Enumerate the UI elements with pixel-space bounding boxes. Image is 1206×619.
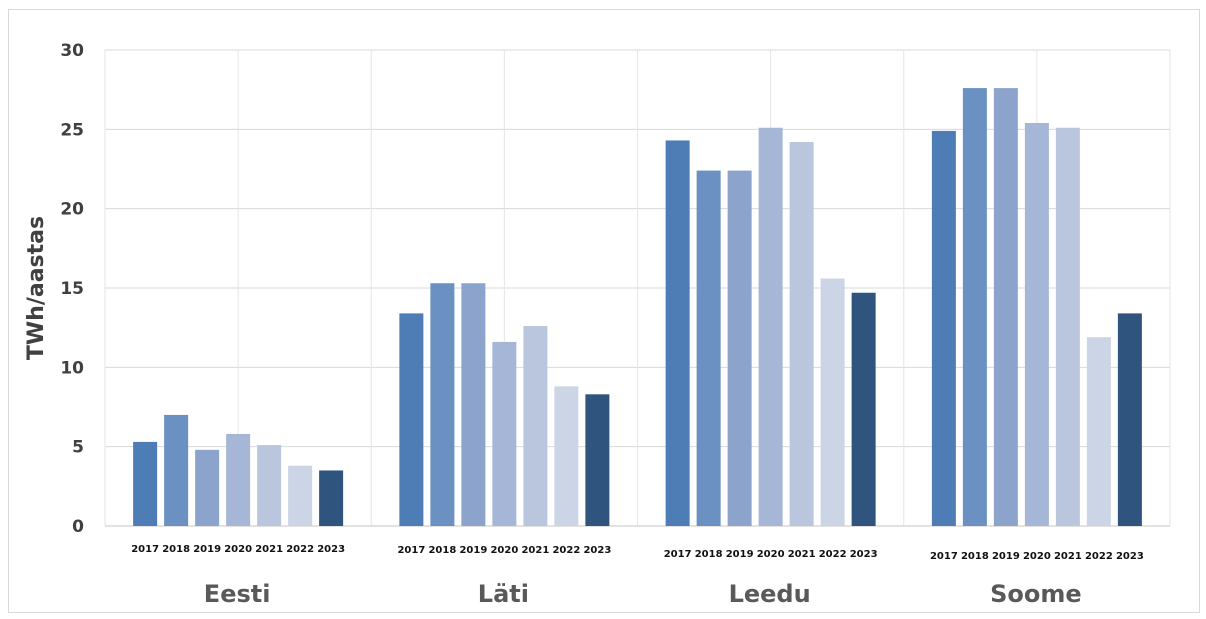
year-label: 2023 [850,549,878,560]
y-axis-title: TWh/aastas [24,216,49,360]
year-label: 2018 [695,549,723,560]
year-label: 2020 [224,544,252,555]
year-label: 2022 [286,544,314,555]
bar-soome-2021 [1055,127,1080,526]
bar-soome-2017 [931,130,956,527]
year-label: 2021 [1054,551,1082,562]
y-tick-label: 0 [72,517,84,537]
year-label: 2022 [552,545,580,556]
year-label: 2021 [255,544,283,555]
bar-leedu-2021 [789,142,814,526]
bar-eesti-2022 [288,465,313,526]
bar-leedu-2020 [758,127,783,526]
gridlines [104,49,1171,527]
year-label: 2019 [459,545,487,556]
year-label: 2022 [819,549,847,560]
bar-eesti-2020 [226,433,251,526]
bar-läti-2018 [430,283,455,526]
bar-leedu-2019 [727,170,752,526]
year-label: 2019 [726,549,754,560]
bar-leedu-2017 [665,140,690,526]
bar-leedu-2023 [851,292,876,526]
bar-eesti-2017 [133,441,158,526]
y-tick-label: 15 [60,279,84,299]
bar-läti-2023 [585,394,610,526]
bar-soome-2019 [993,88,1018,526]
year-label: 2020 [1023,551,1051,562]
year-label: 2019 [992,551,1020,562]
bar-läti-2020 [492,341,517,526]
y-tick-label: 10 [60,358,84,378]
year-label: 2021 [788,549,816,560]
bar-läti-2021 [523,326,548,526]
bar-läti-2019 [461,283,486,526]
bar-läti-2017 [399,313,424,526]
year-label: 2023 [1116,551,1144,562]
year-label: 2021 [521,545,549,556]
year-label: 2018 [961,551,989,562]
year-label: 2020 [490,545,518,556]
year-label: 2019 [193,544,221,555]
bars [133,88,1142,527]
bar-eesti-2019 [195,449,220,526]
y-tick-label: 25 [60,120,84,140]
y-tick-label: 30 [60,41,84,61]
year-label: 2022 [1085,551,1113,562]
category-label: Läti [478,580,529,608]
year-label: 2018 [162,544,190,555]
year-label: 2017 [397,545,425,556]
bar-läti-2022 [554,386,579,526]
bar-soome-2020 [1024,122,1049,526]
bar-leedu-2022 [820,278,845,526]
year-label: 2018 [428,545,456,556]
bar-soome-2022 [1086,337,1111,526]
year-label: 2023 [583,545,611,556]
bar-soome-2018 [962,88,987,526]
year-label: 2023 [317,544,345,555]
bar-leedu-2018 [696,170,721,526]
category-label: Soome [990,580,1082,608]
y-tick-label: 5 [72,438,84,458]
year-label: 2017 [664,549,692,560]
year-label: 2020 [757,549,785,560]
category-label: Eesti [204,580,271,608]
bar-eesti-2018 [164,414,189,526]
bar-soome-2023 [1117,313,1142,526]
year-label: 2017 [131,544,159,555]
y-tick-label: 20 [60,200,84,220]
bar-eesti-2021 [257,445,282,526]
bar-eesti-2023 [319,470,344,526]
category-label: Leedu [729,580,811,608]
year-label: 2017 [930,551,958,562]
